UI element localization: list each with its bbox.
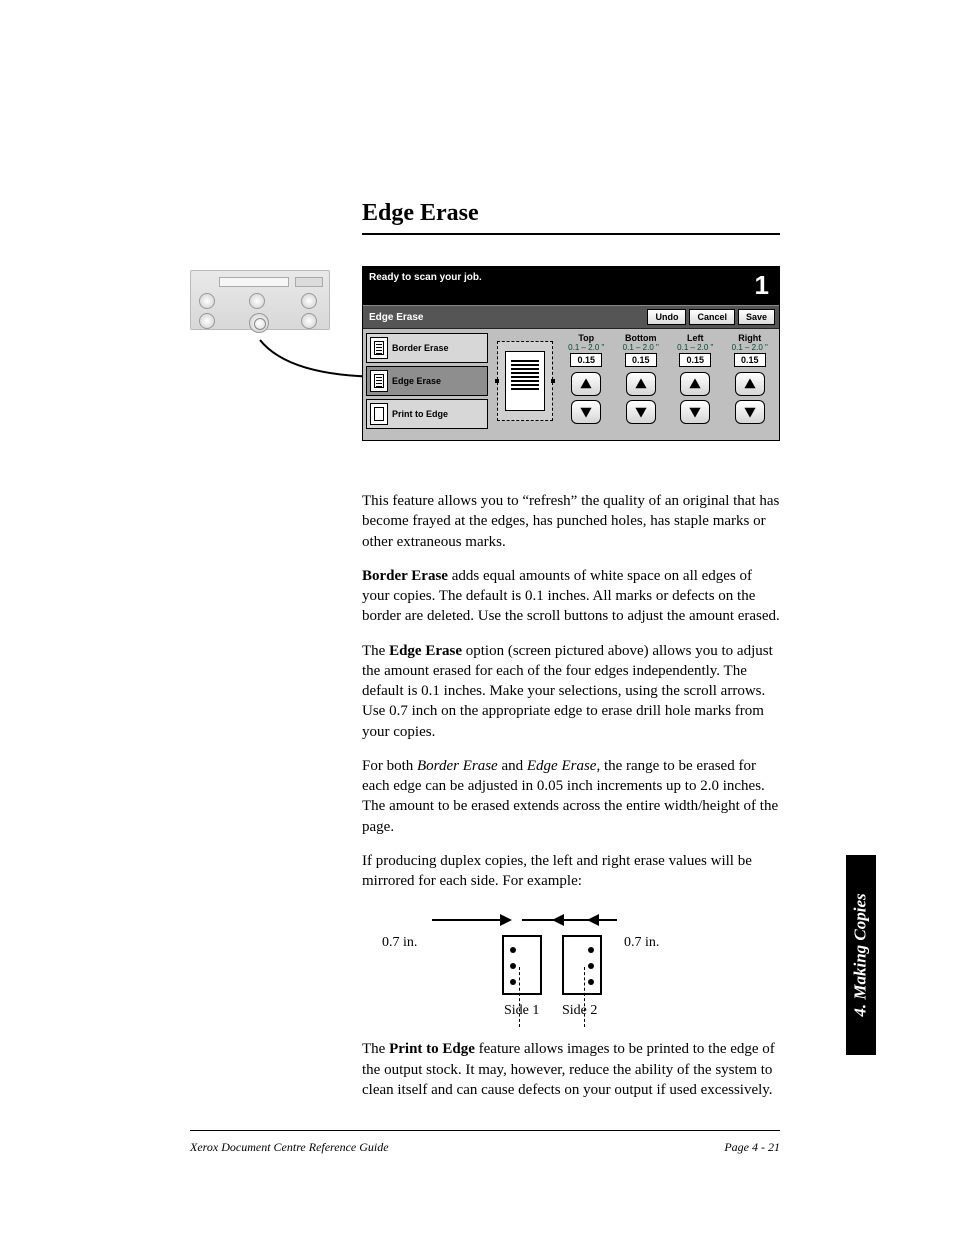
option-label: Print to Edge (392, 409, 448, 419)
footer-left: Xerox Document Centre Reference Guide (190, 1140, 389, 1155)
paragraph: This feature allows you to “refresh” the… (362, 491, 780, 552)
term-border-erase-i: Border Erase (417, 758, 498, 774)
arrow-up-icon (579, 377, 593, 391)
arrow-down-icon (688, 405, 702, 419)
status-text: Ready to scan your job. (369, 272, 482, 283)
stepper-value: 0.15 (679, 353, 711, 367)
undo-button[interactable]: Undo (647, 309, 686, 325)
text: The (362, 643, 389, 659)
option-print-to-edge[interactable]: Print to Edge (366, 399, 488, 429)
stepper-value: 0.15 (625, 353, 657, 367)
duplex-diagram: 0.7 in. 0.7 in. Side 1 Side 2 (362, 905, 780, 1025)
stepper-value: 0.15 (570, 353, 602, 367)
arrow-pair-icon (422, 905, 682, 935)
stepper-range: 0.1 – 2.0 " (568, 343, 604, 352)
stepper-left: Left0.1 – 2.0 "0.15 (670, 333, 721, 436)
text: and (498, 758, 527, 774)
arrow-down-button[interactable] (680, 400, 710, 424)
paragraph: Border Erase adds equal amounts of white… (362, 566, 780, 627)
print-to-edge-icon (370, 403, 388, 425)
option-label: Border Erase (392, 343, 449, 353)
label-07-left: 0.7 in. (382, 935, 417, 951)
paragraph: For both Border Erase and Edge Erase, th… (362, 756, 780, 837)
border-erase-icon (370, 337, 388, 359)
paragraph: The Print to Edge feature allows images … (362, 1039, 780, 1100)
dialog-title: Edge Erase (367, 312, 423, 323)
arrow-up-button[interactable] (735, 372, 765, 396)
term-edge-erase: Edge Erase (389, 643, 462, 659)
footer-right: Page 4 - 21 (700, 1140, 780, 1155)
chapter-tab-label: 4. Making Copies (851, 893, 871, 1016)
stepper-value: 0.15 (734, 353, 766, 367)
title-rule (362, 233, 780, 235)
edge-erase-icon (370, 370, 388, 392)
arrow-up-icon (688, 377, 702, 391)
stepper-label: Left (687, 333, 704, 343)
arrow-up-icon (634, 377, 648, 391)
edge-erase-screenshot: Ready to scan your job. 1 Edge Erase Und… (362, 266, 780, 441)
arrow-up-button[interactable] (626, 372, 656, 396)
footer-rule (190, 1130, 780, 1131)
label-side1: Side 1 (504, 1003, 539, 1019)
option-label: Edge Erase (392, 376, 441, 386)
save-button[interactable]: Save (738, 309, 775, 325)
arrow-up-button[interactable] (571, 372, 601, 396)
term-edge-erase-i: Edge Erase (527, 758, 597, 774)
paragraph: The Edge Erase option (screen pictured a… (362, 641, 780, 742)
page-title: Edge Erase (362, 200, 780, 227)
sheet-side2-icon (562, 935, 602, 995)
arrow-down-button[interactable] (571, 400, 601, 424)
stepper-range: 0.1 – 2.0 " (623, 343, 659, 352)
text: The (362, 1041, 389, 1057)
arrow-down-button[interactable] (735, 400, 765, 424)
label-07-right: 0.7 in. (624, 935, 659, 951)
job-number: 1 (755, 272, 773, 298)
cancel-button[interactable]: Cancel (689, 309, 735, 325)
stepper-label: Right (738, 333, 761, 343)
text: For both (362, 758, 417, 774)
option-edge-erase[interactable]: Edge Erase (366, 366, 488, 396)
arrow-up-button[interactable] (680, 372, 710, 396)
stepper-label: Bottom (625, 333, 657, 343)
arrow-down-icon (743, 405, 757, 419)
stepper-right: Right0.1 – 2.0 "0.15 (725, 333, 776, 436)
arrow-down-button[interactable] (626, 400, 656, 424)
option-border-erase[interactable]: Border Erase (366, 333, 488, 363)
stepper-top: Top0.1 – 2.0 "0.15 (561, 333, 612, 436)
stepper-bottom: Bottom0.1 – 2.0 "0.15 (616, 333, 667, 436)
label-side2: Side 2 (562, 1003, 597, 1019)
stepper-label: Top (578, 333, 594, 343)
stepper-range: 0.1 – 2.0 " (732, 343, 768, 352)
term-print-to-edge: Print to Edge (389, 1041, 475, 1057)
arrow-down-icon (634, 405, 648, 419)
arrow-up-icon (743, 377, 757, 391)
arrow-down-icon (579, 405, 593, 419)
chapter-tab: 4. Making Copies (846, 855, 876, 1055)
stepper-range: 0.1 – 2.0 " (677, 343, 713, 352)
page-preview (497, 341, 553, 421)
paragraph: If producing duplex copies, the left and… (362, 851, 780, 892)
sheet-side1-icon (502, 935, 542, 995)
term-border-erase: Border Erase (362, 568, 448, 584)
